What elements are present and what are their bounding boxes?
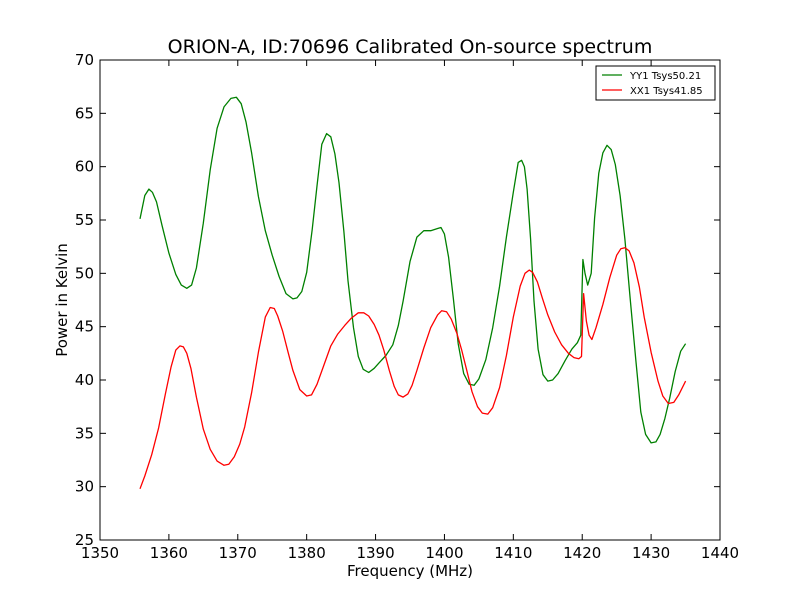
y-axis-label: Power in Kelvin — [53, 243, 71, 357]
y-tick-label: 60 — [75, 158, 94, 176]
y-tick-label: 50 — [75, 264, 94, 282]
y-tick-label: 35 — [75, 424, 94, 442]
series-line-0 — [139, 96, 687, 444]
x-tick-label: 1420 — [563, 544, 601, 562]
y-tick-label: 40 — [75, 371, 94, 389]
x-tick-label: 1350 — [81, 544, 119, 562]
x-tick-label: 1410 — [494, 544, 532, 562]
y-tick-label: 25 — [75, 531, 94, 549]
chart-title: ORION-A, ID:70696 Calibrated On-source s… — [168, 36, 653, 58]
x-tick-label: 1430 — [632, 544, 670, 562]
plot-lines — [139, 96, 687, 490]
x-axis-label: Frequency (MHz) — [347, 562, 473, 580]
legend-box — [595, 65, 716, 101]
y-tick-label: 70 — [75, 51, 94, 69]
x-tick-label: 1370 — [219, 544, 257, 562]
axis-ticks: 1350 1360 1370 1380 1390 1400 1410 1420 1430 1440… — [75, 51, 739, 562]
y-tick-label: 30 — [75, 478, 94, 496]
y-tick-label: 55 — [75, 211, 94, 229]
x-tick-label: 1440 — [701, 544, 739, 562]
x-tick-label: 1400 — [425, 544, 463, 562]
legend-label-1: XX1 Tsys41.85 — [630, 86, 703, 97]
x-tick-label: 1390 — [356, 544, 394, 562]
legend: YY1 Tsys50.21 XX1 Tsys41.85 — [595, 65, 716, 101]
series-line-1 — [139, 247, 687, 490]
x-tick-label: 1360 — [150, 544, 188, 562]
y-tick-label: 45 — [75, 318, 94, 336]
legend-label-0: YY1 Tsys50.21 — [629, 71, 701, 82]
y-tick-label: 65 — [75, 104, 94, 122]
x-tick-label: 1380 — [288, 544, 326, 562]
plot-frame — [99, 59, 721, 541]
